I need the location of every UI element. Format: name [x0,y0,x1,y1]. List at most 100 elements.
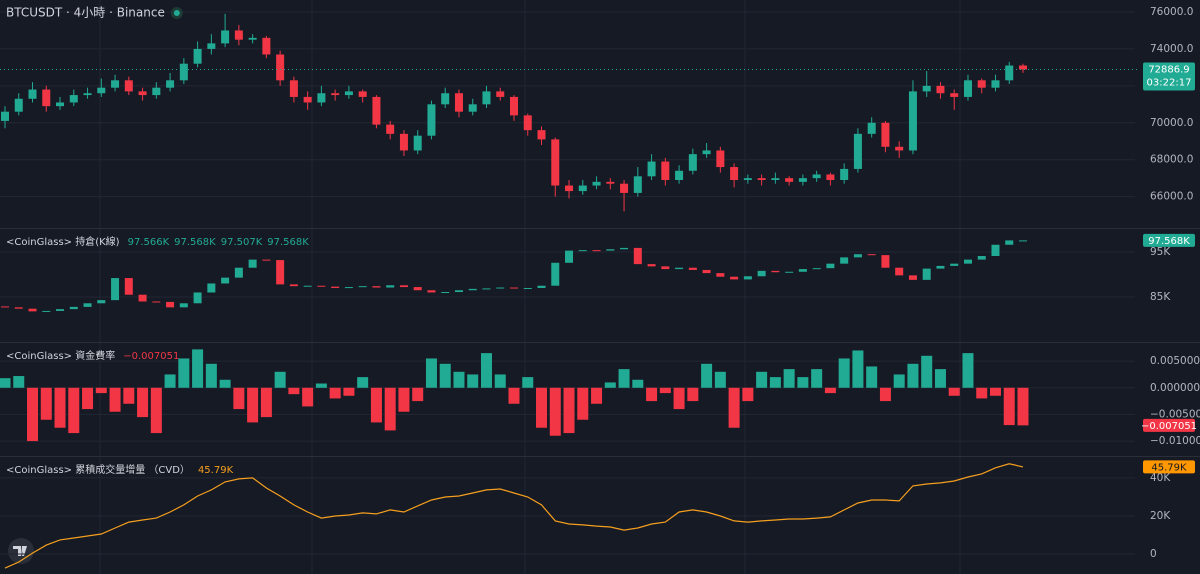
candle-body [69,306,78,310]
candle-body [138,294,147,302]
candle-body [413,135,422,151]
status-dot-inner [173,10,180,16]
candle-body [1,111,9,121]
candle-body [688,267,697,270]
candle-body [853,254,862,258]
candle-body [647,264,656,267]
candle-body [262,259,271,261]
candle-body [867,254,876,256]
candle-body [1005,240,1014,245]
candle-body [757,178,766,180]
bar [714,371,726,388]
candle-body [523,115,532,131]
candle-body [14,307,23,309]
candle-body [234,267,243,278]
candle-body [812,268,821,270]
bar [632,379,644,388]
candle-body [936,85,945,94]
candle-body [193,48,202,64]
candle-body [950,263,959,266]
logo-mark[interactable] [13,546,27,556]
bar [494,374,506,388]
candle-body [28,89,37,99]
candle-body [56,102,65,107]
last-value-box [1143,233,1195,247]
candle-body [1019,65,1027,70]
candle-body [193,292,202,304]
bar [205,363,217,388]
candle-body [895,267,904,276]
candle-body [606,181,615,184]
candle-body [56,309,65,311]
candle-body [757,270,766,277]
candle-body [661,161,670,180]
bar [302,387,314,407]
bar [989,387,1001,396]
candle-body [551,139,560,186]
candle-body [97,300,106,304]
y-tick-label: 66000.0 [1150,191,1193,203]
candle-body [730,276,739,280]
candle-body [454,93,463,112]
candle-body [276,260,285,285]
candle-body [454,290,463,293]
candle-body [124,278,133,295]
bar [425,358,437,388]
candle-body [124,80,133,92]
bar [549,387,561,436]
candle-body [620,183,629,193]
candle-body [688,154,697,171]
bar [646,387,658,402]
bar [783,369,795,388]
candle-body [661,266,670,270]
candle-body [702,269,711,274]
bar [536,387,548,428]
candle-body [97,87,106,94]
candle-body [234,30,243,40]
candle-body [853,133,862,169]
candle-body [743,178,752,180]
candle-body [826,263,835,269]
bar [247,387,259,423]
candle-body [221,277,230,284]
candle-body [1,306,9,308]
candle-body [991,80,1000,88]
bar [274,371,286,388]
pane-title: <CoinGlass> 資金費率 [6,349,115,362]
candle-body [289,80,298,97]
bar [95,387,107,394]
candle-body [840,257,849,264]
y-tick-label: 0.000000 [1150,382,1200,394]
candle-body [578,185,587,192]
candle-body [537,285,546,288]
candle-body [276,54,285,81]
candle-body [207,43,216,49]
bar [687,387,699,402]
bar [219,379,231,388]
candle-body [565,185,574,192]
pane-title: BTCUSDT · 4小時 · Binance [6,6,165,20]
candle-body [496,91,505,97]
tv-logo[interactable] [8,538,34,564]
y-tick-label: 70000.0 [1150,117,1193,129]
candle-body [166,80,175,88]
bar [756,371,768,388]
candle-body [427,290,436,293]
candle-body [771,270,780,273]
candle-body [221,30,230,44]
candle-body [606,249,615,251]
bar [838,358,850,388]
candle-body [922,85,931,92]
candle-body [482,288,491,290]
bar [563,387,575,434]
bar [879,387,891,402]
candle-body [496,287,505,289]
candle-body [386,124,395,134]
candle-body [578,250,587,252]
candle-body [441,292,450,294]
candle-body [716,150,725,168]
bar [467,374,479,388]
candle-body [633,247,642,265]
pane-title: <CoinGlass> 持倉(K線) [6,235,120,248]
